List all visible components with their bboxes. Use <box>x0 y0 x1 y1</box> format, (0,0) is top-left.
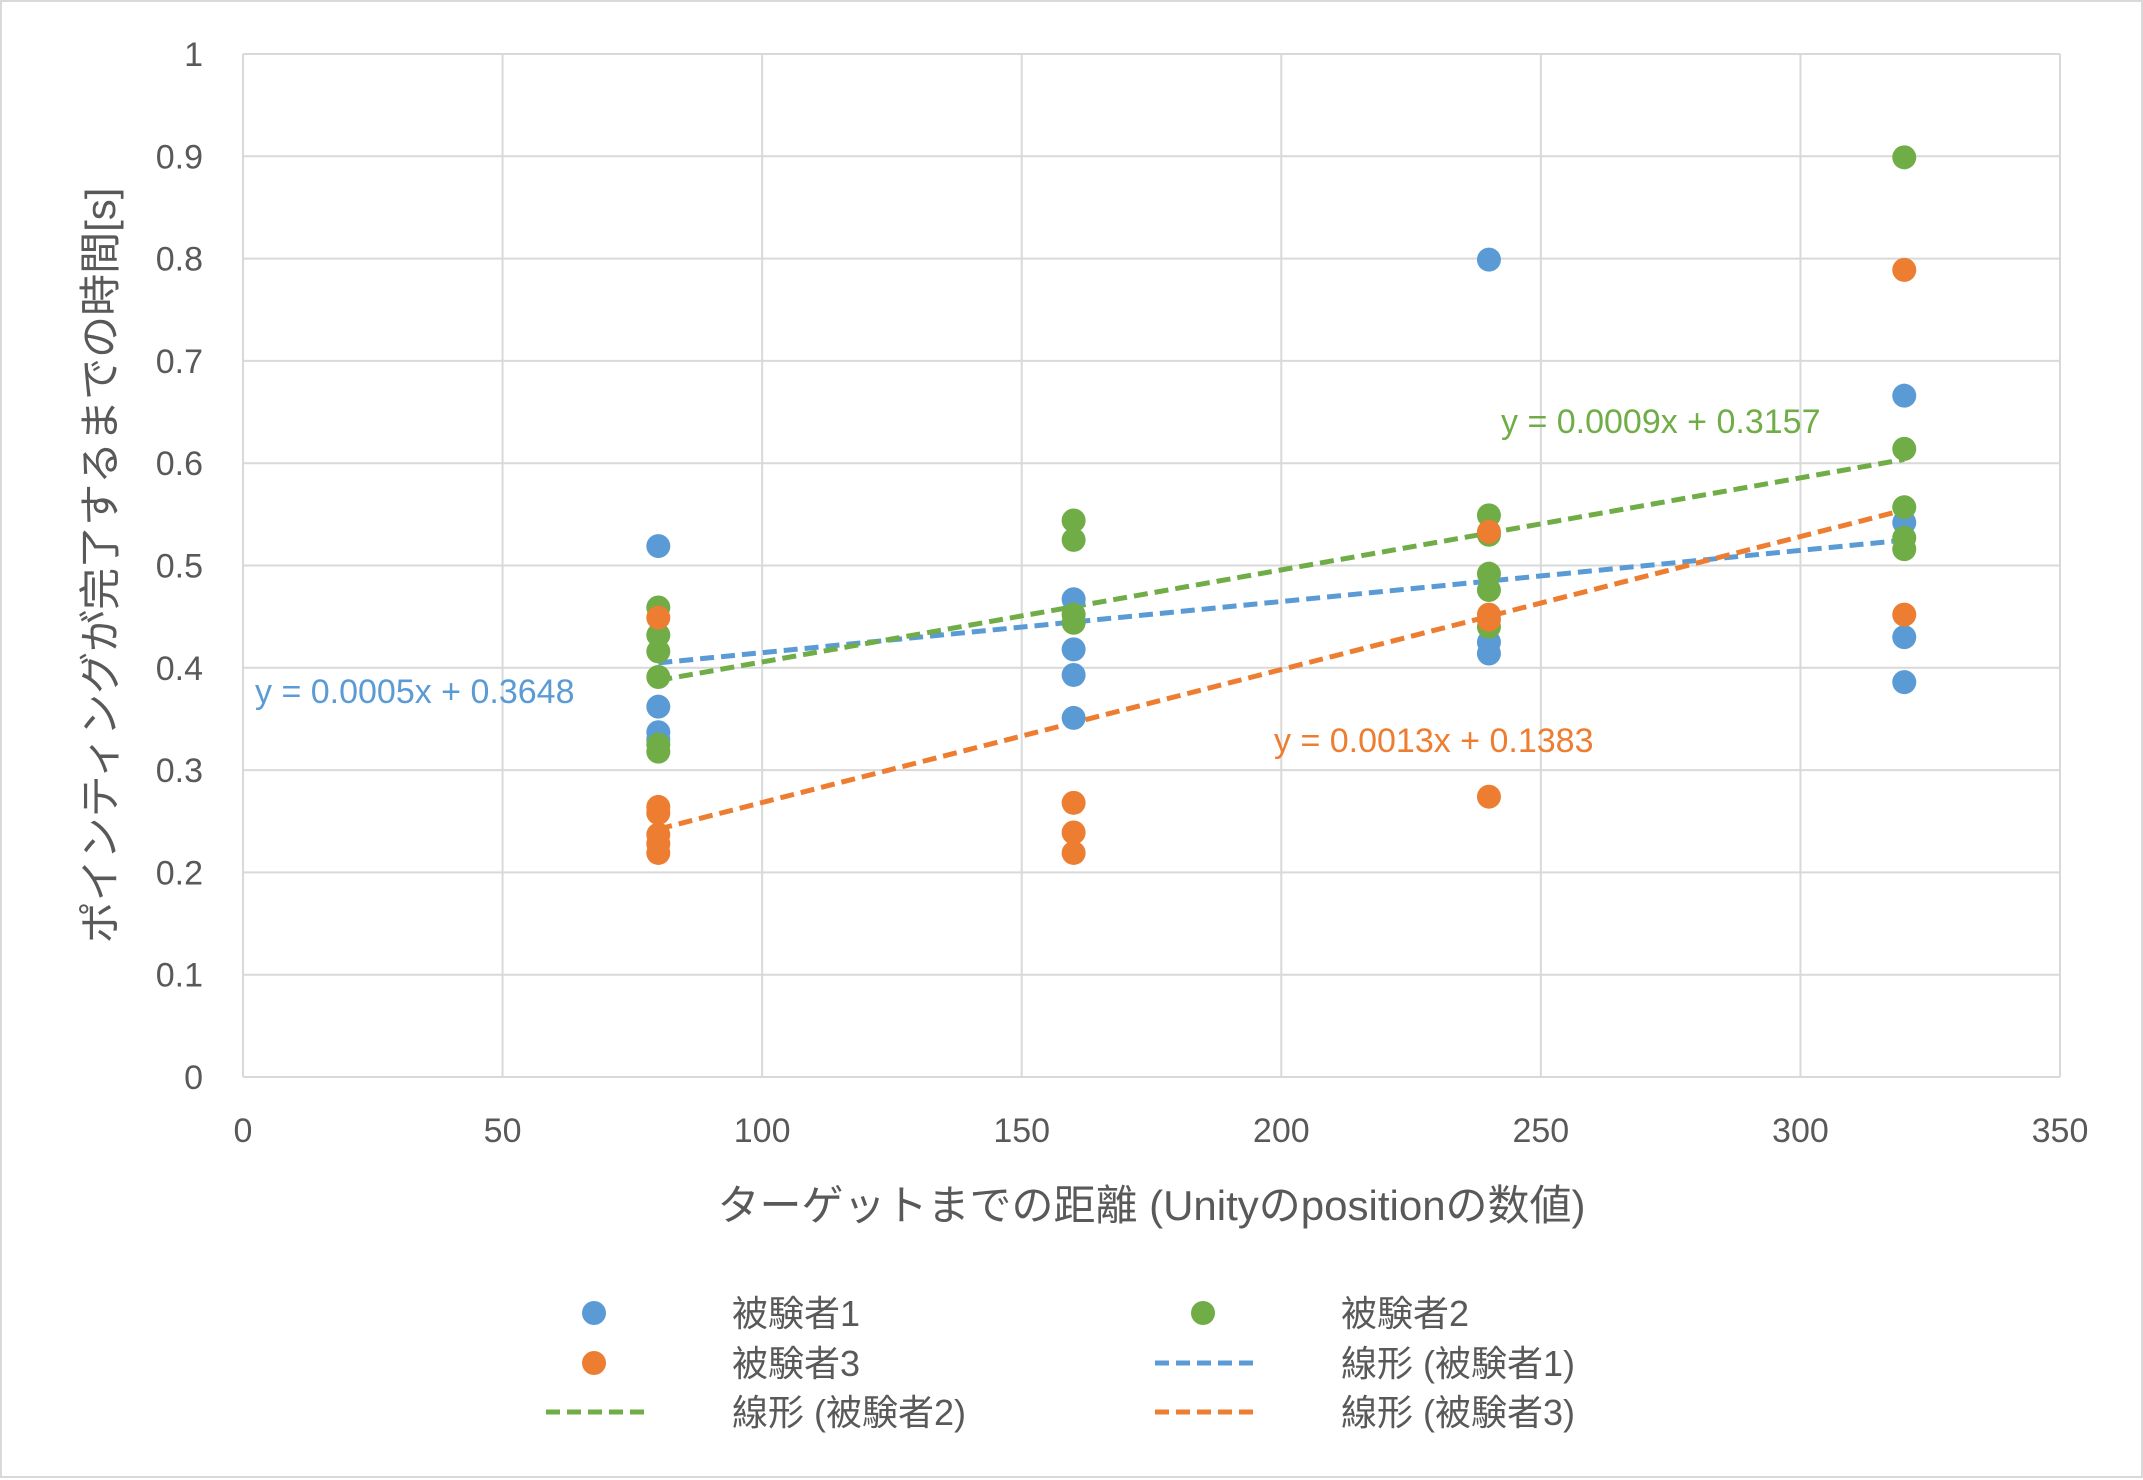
data-point <box>1892 670 1917 695</box>
data-point <box>1061 705 1086 730</box>
y-tick-label: 0.8 <box>156 241 203 279</box>
y-tick-label: 0 <box>184 1059 203 1097</box>
data-point <box>1061 637 1086 662</box>
x-axis-title: ターゲットまでの距離 (Unityのpositionの数値) <box>717 1182 1585 1229</box>
y-tick-label: 0.9 <box>156 138 203 176</box>
data-point <box>1061 508 1086 533</box>
legend-label: 線形 (被験者3) <box>1341 1392 1575 1433</box>
data-point <box>1061 610 1086 635</box>
data-point <box>646 801 671 826</box>
data-point <box>1061 820 1086 845</box>
y-axis-title: ポインティングが完了するまでの時間[s] <box>77 188 124 944</box>
data-point <box>1061 790 1086 815</box>
legend-marker <box>582 1351 606 1375</box>
data-point <box>646 739 671 764</box>
legend-label: 線形 (被験者2) <box>732 1392 966 1433</box>
y-tick-label: 0.4 <box>156 650 203 688</box>
data-point <box>646 840 671 865</box>
data-point <box>1476 519 1501 544</box>
trendline <box>657 507 1905 832</box>
x-tick-label: 200 <box>1253 1112 1310 1150</box>
x-tick-label: 100 <box>734 1112 791 1150</box>
data-point <box>1476 247 1501 272</box>
x-tick-label: 300 <box>1772 1112 1829 1150</box>
data-point <box>1892 537 1917 562</box>
data-point <box>1892 257 1917 282</box>
data-point <box>646 639 671 664</box>
data-point <box>1061 662 1086 687</box>
y-tick-label: 0.2 <box>156 854 203 892</box>
x-tick-label: 250 <box>1512 1112 1569 1150</box>
data-point <box>646 694 671 719</box>
x-tick-label: 0 <box>234 1112 253 1150</box>
trend-equation: y = 0.0005x + 0.3648 <box>255 673 574 711</box>
data-point <box>1892 625 1917 650</box>
data-point <box>1476 607 1501 632</box>
legend-marker <box>582 1301 606 1325</box>
data-point <box>1061 840 1086 865</box>
y-tick-label: 0.5 <box>156 548 203 586</box>
legend-label: 被験者1 <box>732 1293 860 1334</box>
y-tick-label: 1 <box>184 36 203 74</box>
legend-label: 被験者3 <box>732 1343 860 1384</box>
x-tick-label: 50 <box>484 1112 522 1150</box>
y-tick-label: 0.6 <box>156 445 203 483</box>
legend-label: 被験者2 <box>1341 1293 1469 1334</box>
trendline <box>657 456 1905 683</box>
y-tick-label: 0.3 <box>156 752 203 790</box>
y-tick-label: 0.7 <box>156 343 203 381</box>
legend-marker <box>1191 1301 1215 1325</box>
x-tick-label: 150 <box>993 1112 1050 1150</box>
data-point <box>646 605 671 630</box>
data-point <box>1892 383 1917 408</box>
data-point <box>1476 784 1501 809</box>
x-tick-label: 350 <box>2032 1112 2089 1150</box>
trend-equation: y = 0.0013x + 0.1383 <box>1274 722 1593 760</box>
y-tick-label: 0.1 <box>156 957 203 995</box>
data-point <box>1061 527 1086 552</box>
data-point <box>1892 436 1917 461</box>
data-point <box>1892 602 1917 627</box>
trend-equation: y = 0.0009x + 0.3157 <box>1501 403 1820 441</box>
data-point <box>646 665 671 690</box>
data-point <box>1476 641 1501 666</box>
legend-label: 線形 (被験者1) <box>1341 1343 1575 1384</box>
data-point <box>1476 578 1501 603</box>
data-point <box>1892 495 1917 520</box>
data-point <box>646 534 671 559</box>
data-point <box>1892 145 1917 170</box>
